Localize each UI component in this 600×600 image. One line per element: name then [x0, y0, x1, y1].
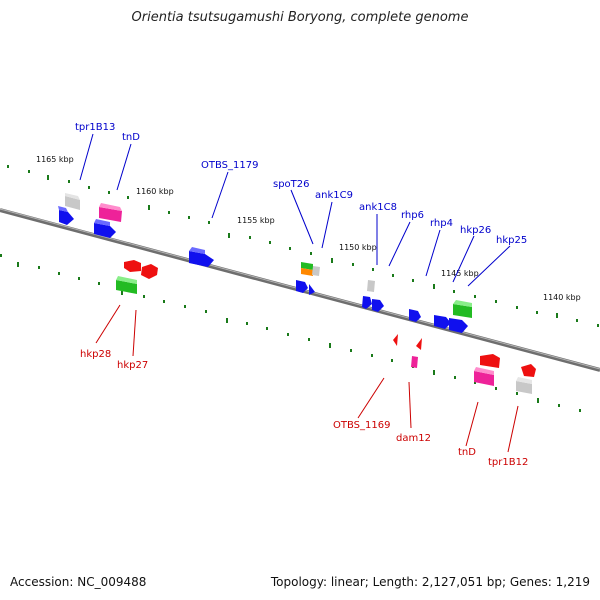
gene-feature[interactable]: [434, 315, 468, 333]
gene-label-ank1C9[interactable]: ank1C9: [315, 190, 353, 201]
topology-label: Topology: linear; Length: 2,127,051 bp; …: [270, 575, 590, 589]
scale-label: 1155 kbp: [237, 216, 275, 225]
gene-label-rhp6[interactable]: rhp6: [401, 210, 424, 221]
gene-label-tpr1B13[interactable]: tpr1B13: [75, 122, 115, 133]
scale-label: 1145 kbp: [441, 269, 479, 278]
gene-feature[interactable]: [411, 338, 422, 368]
scale-label: 1165 kbp: [36, 155, 74, 164]
lower-tick-row: [0, 254, 581, 412]
scale-label: 1150 kbp: [339, 243, 377, 252]
gene-feature[interactable]: [58, 206, 74, 225]
gene-feature[interactable]: [393, 334, 398, 346]
gene-feature[interactable]: [362, 296, 384, 312]
upper-tick-row: [7, 165, 599, 327]
gene-label-tnD-reverse[interactable]: tnD: [458, 447, 476, 458]
gene-feature[interactable]: [453, 300, 472, 318]
gene-feature[interactable]: [409, 309, 421, 322]
gene-feature[interactable]: [99, 203, 122, 222]
gene-feature[interactable]: [65, 193, 80, 210]
gene-feature[interactable]: [367, 280, 375, 292]
gene-feature[interactable]: [516, 364, 536, 394]
gene-feature[interactable]: [301, 262, 320, 276]
gene-feature[interactable]: [296, 280, 315, 295]
gene-label-OTBS_1169[interactable]: OTBS_1169: [333, 420, 390, 431]
gene-label-hkp28[interactable]: hkp28: [80, 349, 111, 360]
scale-label: 1160 kbp: [136, 187, 174, 196]
gene-feature[interactable]: [116, 276, 137, 294]
gene-feature[interactable]: [474, 354, 500, 386]
gene-label-rhp4[interactable]: rhp4: [430, 218, 453, 229]
gene-label-spoT26[interactable]: spoT26: [273, 179, 310, 190]
gene-label-hkp26[interactable]: hkp26: [460, 225, 491, 236]
gene-label-OTBS_1179[interactable]: OTBS_1179: [201, 160, 258, 171]
forward-leader-lines: [79, 133, 511, 287]
gene-label-ank1C8[interactable]: ank1C8: [359, 202, 397, 213]
gene-label-dam12[interactable]: dam12: [396, 433, 431, 444]
gene-label-tnD[interactable]: tnD: [122, 132, 140, 143]
reverse-genes: [116, 260, 536, 394]
gene-label-hkp27[interactable]: hkp27: [117, 360, 148, 371]
scale-label: 1140 kbp: [543, 293, 581, 302]
forward-genes: [58, 193, 472, 333]
reverse-leader-lines: [95, 304, 519, 453]
gene-feature[interactable]: [189, 247, 214, 267]
gene-label-hkp25[interactable]: hkp25: [496, 235, 527, 246]
gene-label-tpr1B12[interactable]: tpr1B12: [488, 457, 528, 468]
accession-label: Accession: NC_009488: [10, 575, 147, 589]
gene-feature[interactable]: [94, 219, 116, 238]
genome-title: Orientia tsutsugamushi Boryong, complete…: [131, 10, 469, 25]
gene-feature[interactable]: [124, 260, 158, 279]
